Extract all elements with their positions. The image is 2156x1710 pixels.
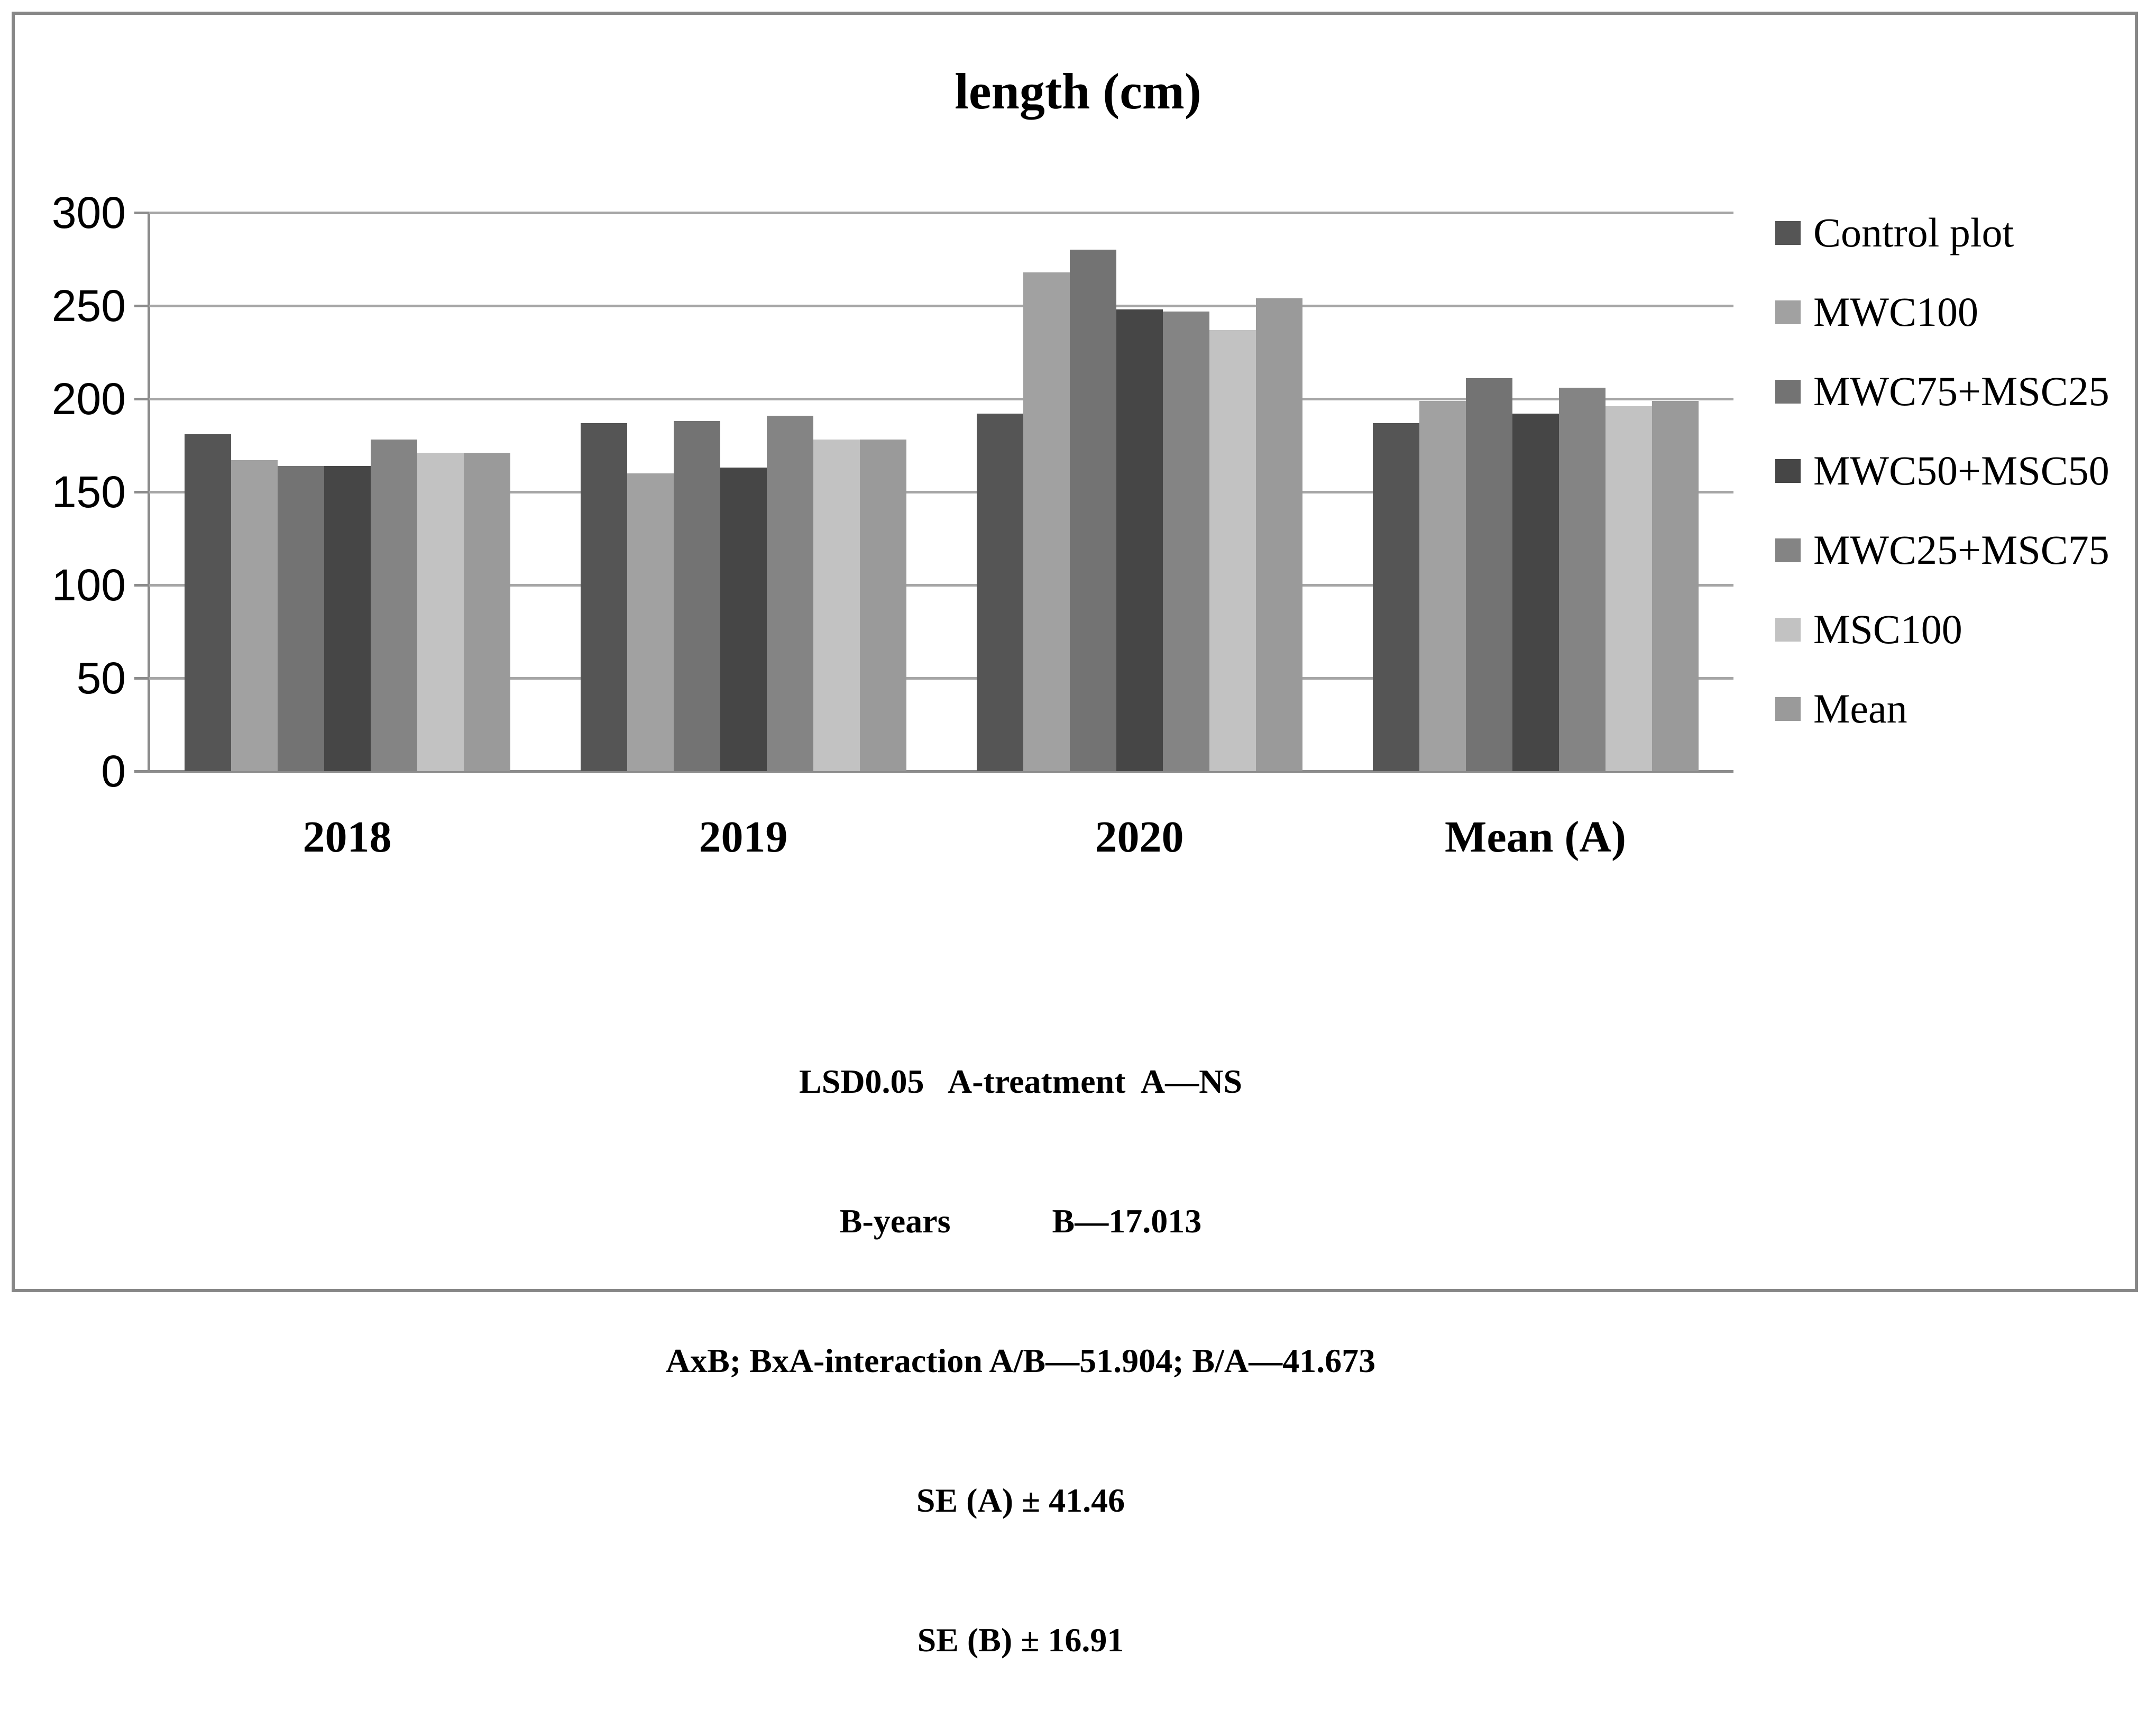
x-axis-label-2020: 2020	[1095, 812, 1184, 862]
y-tick-250	[134, 304, 149, 307]
legend-swatch-Control plot	[1775, 221, 1801, 245]
stats-line-byears: B-years B—17.013	[839, 1202, 1202, 1240]
y-axis-tick-labels: 0 50 100 150 200 250 300	[32, 190, 126, 793]
bar-MWC100-2018	[231, 460, 278, 771]
x-axis-label-Mean (A): Mean (A)	[1445, 812, 1626, 862]
bar-MWC25+MSC75-2018	[370, 440, 417, 771]
bar-MWC50+MSC50-Mean (A)	[1512, 414, 1559, 771]
y-tick-150	[134, 490, 149, 493]
bar-MSC100-Mean (A)	[1605, 406, 1652, 771]
y-axis-tick-label-250: 250	[51, 281, 126, 331]
y-axis-tick-label-50: 50	[76, 653, 126, 703]
gridline-100	[149, 583, 1733, 587]
bar-MSC100-2020	[1209, 330, 1256, 771]
bar-MWC50+MSC50-2020	[1116, 309, 1163, 771]
legend-item-Mean: Mean	[1775, 669, 2145, 748]
bar-MWC50+MSC50-2018	[324, 465, 371, 771]
legend-item-MWC50+MSC50: MWC50+MSC50	[1775, 431, 2145, 510]
y-axis-tick-label-0: 0	[101, 746, 126, 796]
bar-MWC100-2020	[1023, 272, 1070, 771]
y-axis-tick-label-150: 150	[51, 467, 126, 517]
bar-MWC100-Mean (A)	[1419, 400, 1466, 771]
y-axis-tick-label-200: 200	[51, 374, 126, 424]
y-tick-200	[134, 397, 149, 400]
legend-item-MWC75+MSC25: MWC75+MSC25	[1775, 352, 2145, 431]
bar-MWC100-2019	[627, 473, 674, 771]
x-axis-label-2019: 2019	[699, 812, 788, 862]
plot-area	[134, 211, 1733, 773]
y-tick-300	[134, 211, 149, 214]
bar-MWC75+MSC25-2018	[277, 465, 324, 771]
legend-label-Mean: Mean	[1813, 685, 1907, 731]
bar-MWC75+MSC25-Mean (A)	[1465, 378, 1512, 771]
bar-MWC25+MSC75-Mean (A)	[1558, 387, 1605, 771]
stats-line-se-b: SE (B) ± 16.91	[917, 1621, 1124, 1659]
legend: Control plot MWC100 MWC75+MSC25 MWC50+MSC50…	[1775, 193, 2145, 748]
x-axis-label-2018: 2018	[302, 812, 392, 862]
bar-Control plot-2019	[580, 423, 627, 771]
bar-group-2019	[580, 213, 906, 771]
chart-title: length (cm)	[955, 63, 1201, 120]
legend-label-MWC50+MSC50: MWC50+MSC50	[1813, 447, 2109, 493]
gridline-300	[149, 211, 1733, 214]
bar-Mean-2018	[463, 453, 510, 771]
gridline-200	[149, 397, 1733, 400]
stats-line-interaction: AxB; BxA-interaction A/B—51.904; B/A—41.…	[665, 1342, 1376, 1379]
legend-label-MSC100: MSC100	[1813, 606, 1962, 652]
bar-MWC75+MSC25-2020	[1069, 250, 1116, 771]
y-axis-tick-label-100: 100	[51, 560, 126, 610]
bar-MWC50+MSC50-2019	[720, 468, 767, 771]
bar-group-Mean (A)	[1372, 213, 1699, 771]
bar-Control plot-Mean (A)	[1372, 423, 1419, 771]
stats-line-lsd: LSD0.05 A-treatment A—NS	[799, 1063, 1242, 1100]
legend-item-Control plot: Control plot	[1775, 193, 2145, 272]
legend-item-MWC100: MWC100	[1775, 272, 2145, 352]
gridline-150	[149, 490, 1733, 493]
bar-MWC75+MSC25-2019	[673, 421, 720, 771]
bar-group-2018	[184, 213, 510, 771]
bar-Control plot-2018	[184, 434, 231, 771]
legend-label-Control plot: Control plot	[1813, 209, 2014, 255]
y-tick-0	[134, 770, 149, 773]
bar-MSC100-2019	[813, 440, 860, 771]
y-tick-50	[134, 676, 149, 680]
legend-label-MWC25+MSC75: MWC25+MSC75	[1813, 527, 2109, 573]
gridline-0	[149, 770, 1733, 773]
bar-Mean-2019	[859, 440, 906, 771]
legend-swatch-MWC50+MSC50	[1775, 459, 1801, 483]
bar-Mean-Mean (A)	[1652, 400, 1699, 771]
legend-label-MWC75+MSC25: MWC75+MSC25	[1813, 368, 2109, 414]
chart-page: { "chart_data": { "type": "bar", "title"…	[12, 12, 2145, 1659]
bar-MSC100-2018	[417, 453, 464, 771]
bar-group-2020	[976, 213, 1302, 771]
y-tick-100	[134, 583, 149, 587]
gridline-50	[149, 676, 1733, 680]
bar-Control plot-2020	[976, 414, 1023, 771]
legend-swatch-MWC100	[1775, 300, 1801, 324]
legend-item-MWC25+MSC75: MWC25+MSC75	[1775, 510, 2145, 590]
stats-line-se-a: SE (A) ± 41.46	[916, 1482, 1125, 1519]
legend-swatch-MWC25+MSC75	[1775, 538, 1801, 562]
legend-label-MWC100: MWC100	[1813, 289, 1978, 335]
bar-Mean-2020	[1255, 298, 1302, 771]
legend-item-MSC100: MSC100	[1775, 590, 2145, 669]
legend-swatch-Mean	[1775, 697, 1801, 721]
gridline-250	[149, 304, 1733, 307]
legend-swatch-MSC100	[1775, 617, 1801, 642]
bar-MWC25+MSC75-2019	[766, 415, 813, 771]
bar-MWC25+MSC75-2020	[1162, 311, 1209, 771]
legend-swatch-MWC75+MSC25	[1775, 379, 1801, 404]
y-axis-tick-label-300: 300	[51, 188, 126, 237]
stats-annotation: LSD0.05 A-treatment A—NS B-years B—17.01…	[439, 965, 1602, 1710]
